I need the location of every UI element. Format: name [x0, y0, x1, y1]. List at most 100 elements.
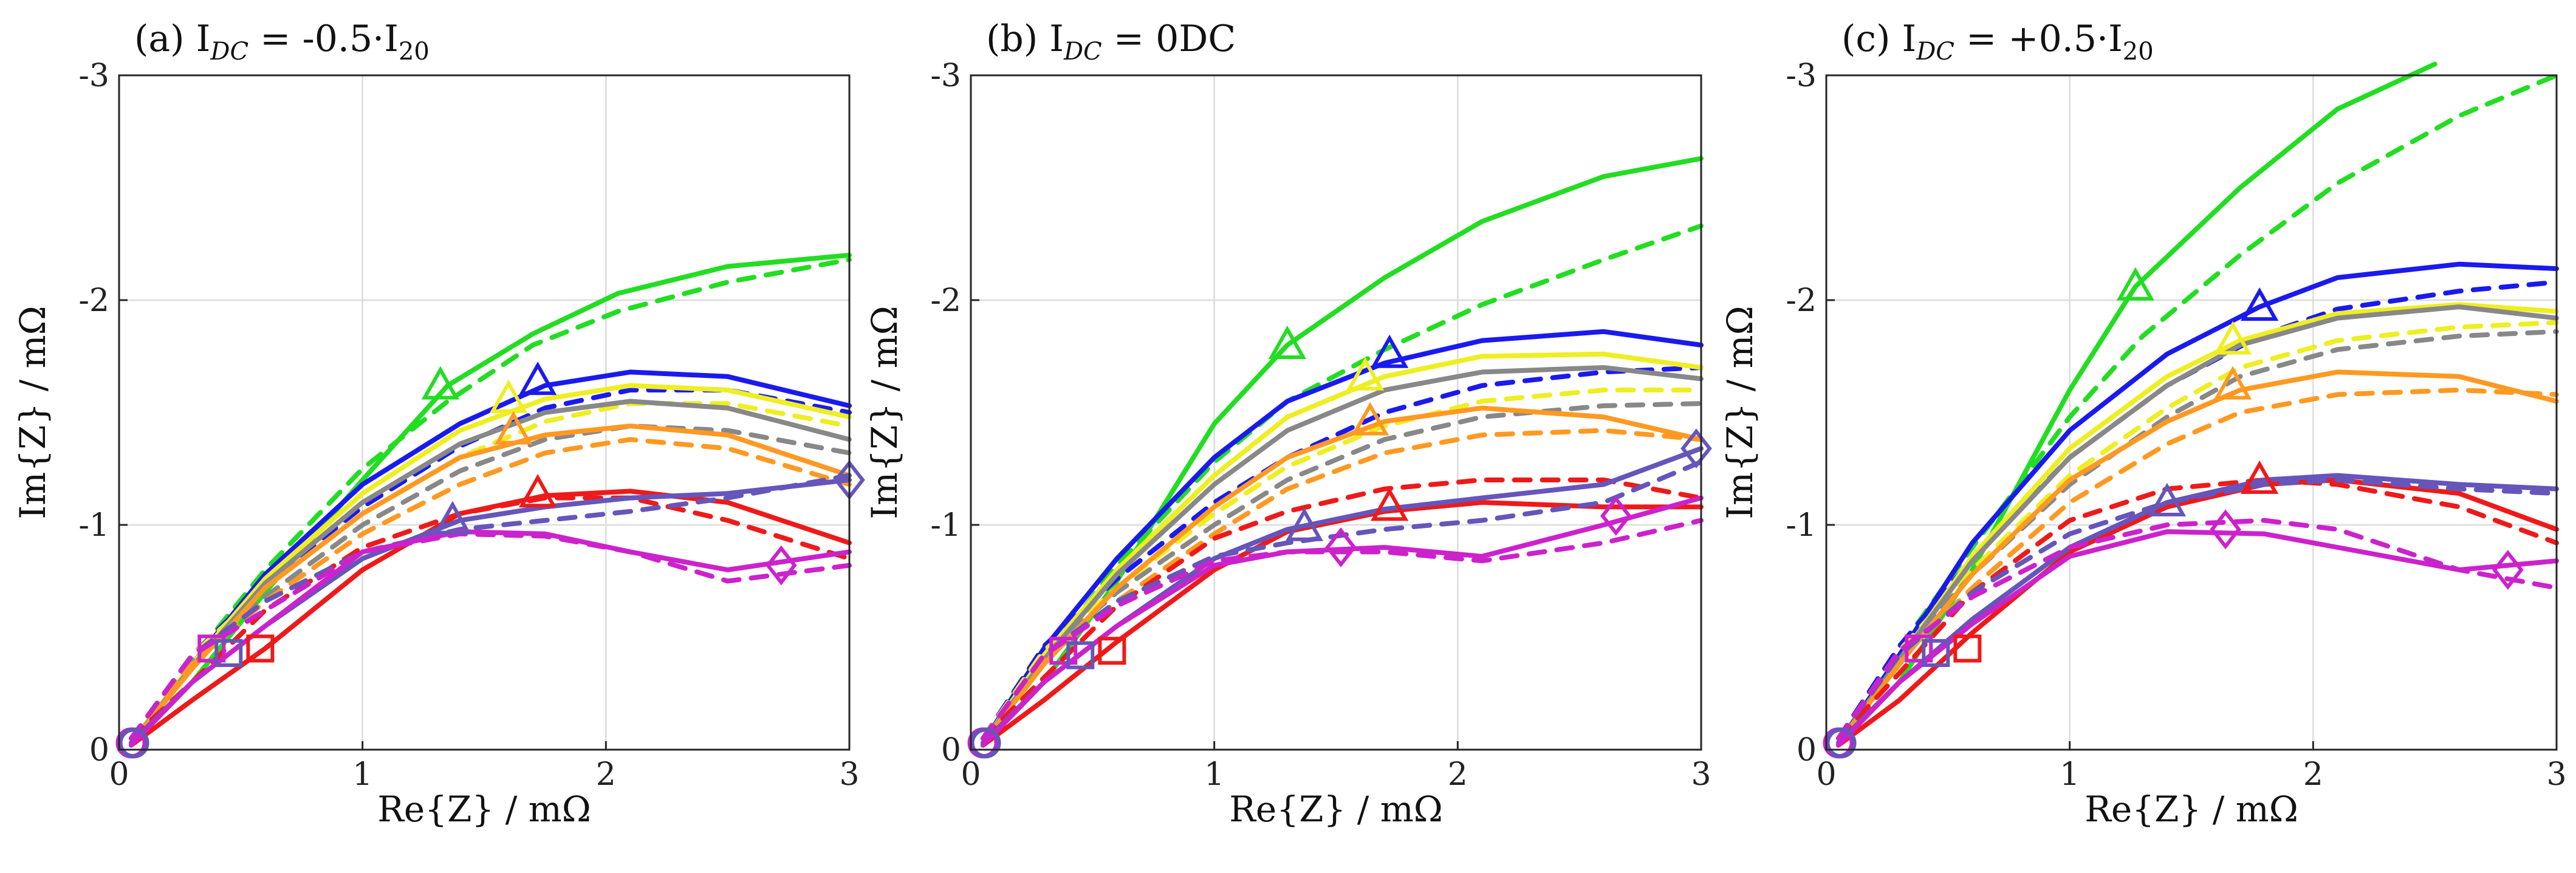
- triangle-marker: [433, 501, 472, 535]
- subplot-title: (b) IDC = 0DC: [986, 18, 1236, 66]
- circle-marker: [118, 727, 149, 759]
- triangle-marker: [421, 366, 460, 400]
- series-line-blue: [981, 329, 1704, 745]
- square-marker: [1066, 641, 1095, 669]
- x-axis-label: Re{Z} / mΩ: [2084, 789, 2298, 830]
- square-marker: [214, 638, 243, 667]
- square-marker: [1098, 637, 1126, 665]
- axes-box: [118, 74, 851, 751]
- series-line-grey-dashed: [1836, 329, 2559, 741]
- triangle-marker: [519, 474, 557, 508]
- x-tick-label: 0: [961, 756, 981, 793]
- series-line-purple-dashed: [1836, 478, 2559, 741]
- x-tick-label: 1: [352, 756, 372, 793]
- y-tick-label: -1: [1786, 507, 1817, 544]
- triangle-marker: [1371, 334, 1409, 368]
- x-tick-label: 1: [2060, 756, 2080, 793]
- y-tick-label: -3: [1786, 58, 1817, 94]
- square-marker: [1922, 638, 1950, 667]
- series-line-orange-dashed: [981, 428, 1704, 741]
- y-axis-label: Im{Z} / mΩ: [12, 306, 53, 519]
- title-text: = 0DC: [1102, 18, 1236, 60]
- axes-box: [1825, 74, 2558, 751]
- series-line-magenta-dashed: [1836, 518, 2559, 741]
- square-marker: [1049, 637, 1078, 665]
- triangle-marker: [1351, 402, 1389, 436]
- y-tick-label: 0: [89, 732, 109, 769]
- title-subscript: 20: [399, 38, 430, 66]
- title-subscript: DC: [1916, 38, 1954, 66]
- square-marker: [246, 634, 275, 663]
- x-axis-label: Re{Z} / mΩ: [377, 789, 591, 830]
- series-line-grey-dashed: [981, 401, 1704, 741]
- x-tick-label: 3: [2546, 756, 2566, 793]
- x-tick-label: 3: [1691, 756, 1711, 793]
- axes-box: [970, 74, 1702, 751]
- square-marker: [1953, 634, 1982, 663]
- subplot-a: 0 1 2 3 0 -1 -2 -3 Re{Z} / mΩ Im{Z} / mΩ (a) IDC =…: [12, 18, 865, 830]
- x-tick-label: 2: [1448, 756, 1468, 793]
- triangle-marker: [2116, 267, 2154, 301]
- triangle-marker: [2241, 460, 2279, 494]
- x-tick-label: 1: [1204, 756, 1224, 793]
- diamond-marker: [765, 545, 797, 586]
- x-tick-label: 3: [839, 756, 859, 793]
- square-marker: [197, 634, 226, 663]
- y-tick-label: 0: [941, 732, 961, 769]
- title-text: = -0.5·I: [248, 18, 399, 60]
- title-text: (c) I: [1841, 18, 1916, 60]
- triangle-marker: [1371, 487, 1409, 521]
- subplot-c: 0 1 2 3 0 -1 -2 -3 Re{Z} / mΩ Im{Z} / mΩ (c) IDC =…: [1719, 18, 2567, 830]
- y-tick-label: -3: [930, 58, 961, 94]
- diamond-marker: [1325, 527, 1357, 567]
- circle-marker: [970, 727, 1001, 759]
- subplot-b: 0 1 2 3 0 -1 -2 -3 Re{Z} / mΩ Im{Z} / mΩ (b) IDC =…: [864, 18, 1712, 830]
- triangle-marker: [519, 361, 557, 395]
- triangle-marker: [1268, 325, 1307, 359]
- diamond-marker: [1680, 428, 1712, 469]
- diamond-marker: [2492, 550, 2524, 590]
- square-marker: [1905, 634, 1933, 663]
- triangle-marker: [494, 411, 533, 445]
- diamond-marker: [2210, 509, 2241, 550]
- triangle-marker: [2213, 321, 2252, 355]
- y-tick-label: -2: [1786, 282, 1817, 319]
- x-tick-label: 0: [1816, 756, 1836, 793]
- triangle-marker: [1346, 357, 1385, 391]
- y-tick-label: -2: [78, 282, 109, 319]
- y-tick-label: 0: [1797, 732, 1817, 769]
- y-tick-label: -3: [78, 58, 109, 94]
- series-line-green: [1836, 61, 2437, 748]
- x-tick-label: 2: [596, 756, 616, 793]
- subplot-title: (a) IDC = -0.5·I20: [134, 18, 430, 66]
- circle-marker: [1825, 727, 1857, 759]
- series-line-grey: [981, 365, 1704, 745]
- title-text: (b) I: [986, 18, 1064, 60]
- triangle-marker: [2241, 287, 2279, 321]
- x-axis-label: Re{Z} / mΩ: [1229, 789, 1443, 830]
- triangle-marker: [2148, 482, 2187, 516]
- series-line-purple-dashed: [981, 459, 1704, 741]
- triangle-marker: [1285, 507, 1324, 541]
- title-text: = +0.5·I: [1954, 18, 2123, 60]
- series-line-grey-dashed: [129, 423, 852, 741]
- x-tick-label: 2: [2303, 756, 2323, 793]
- series-line-red: [1836, 478, 2559, 748]
- series-line-orange-dashed: [1836, 388, 2559, 741]
- y-tick-label: -1: [78, 507, 109, 544]
- subplot-title: (c) IDC = +0.5·I20: [1841, 18, 2154, 66]
- y-axis-label: Im{Z} / mΩ: [864, 306, 905, 519]
- title-text: (a) I: [134, 18, 210, 60]
- y-tick-label: -2: [930, 282, 961, 319]
- y-axis-label: Im{Z} / mΩ: [1719, 306, 1761, 519]
- title-subscript: DC: [210, 38, 248, 66]
- series-line-magenta-dashed: [981, 518, 1704, 741]
- diamond-marker: [1600, 496, 1632, 536]
- y-tick-label: -1: [930, 507, 961, 544]
- title-subscript: 20: [2123, 38, 2154, 66]
- title-subscript: DC: [1063, 38, 1102, 66]
- x-tick-label: 0: [109, 756, 129, 793]
- series-line-orange: [1836, 369, 2559, 745]
- triangle-marker: [489, 379, 528, 413]
